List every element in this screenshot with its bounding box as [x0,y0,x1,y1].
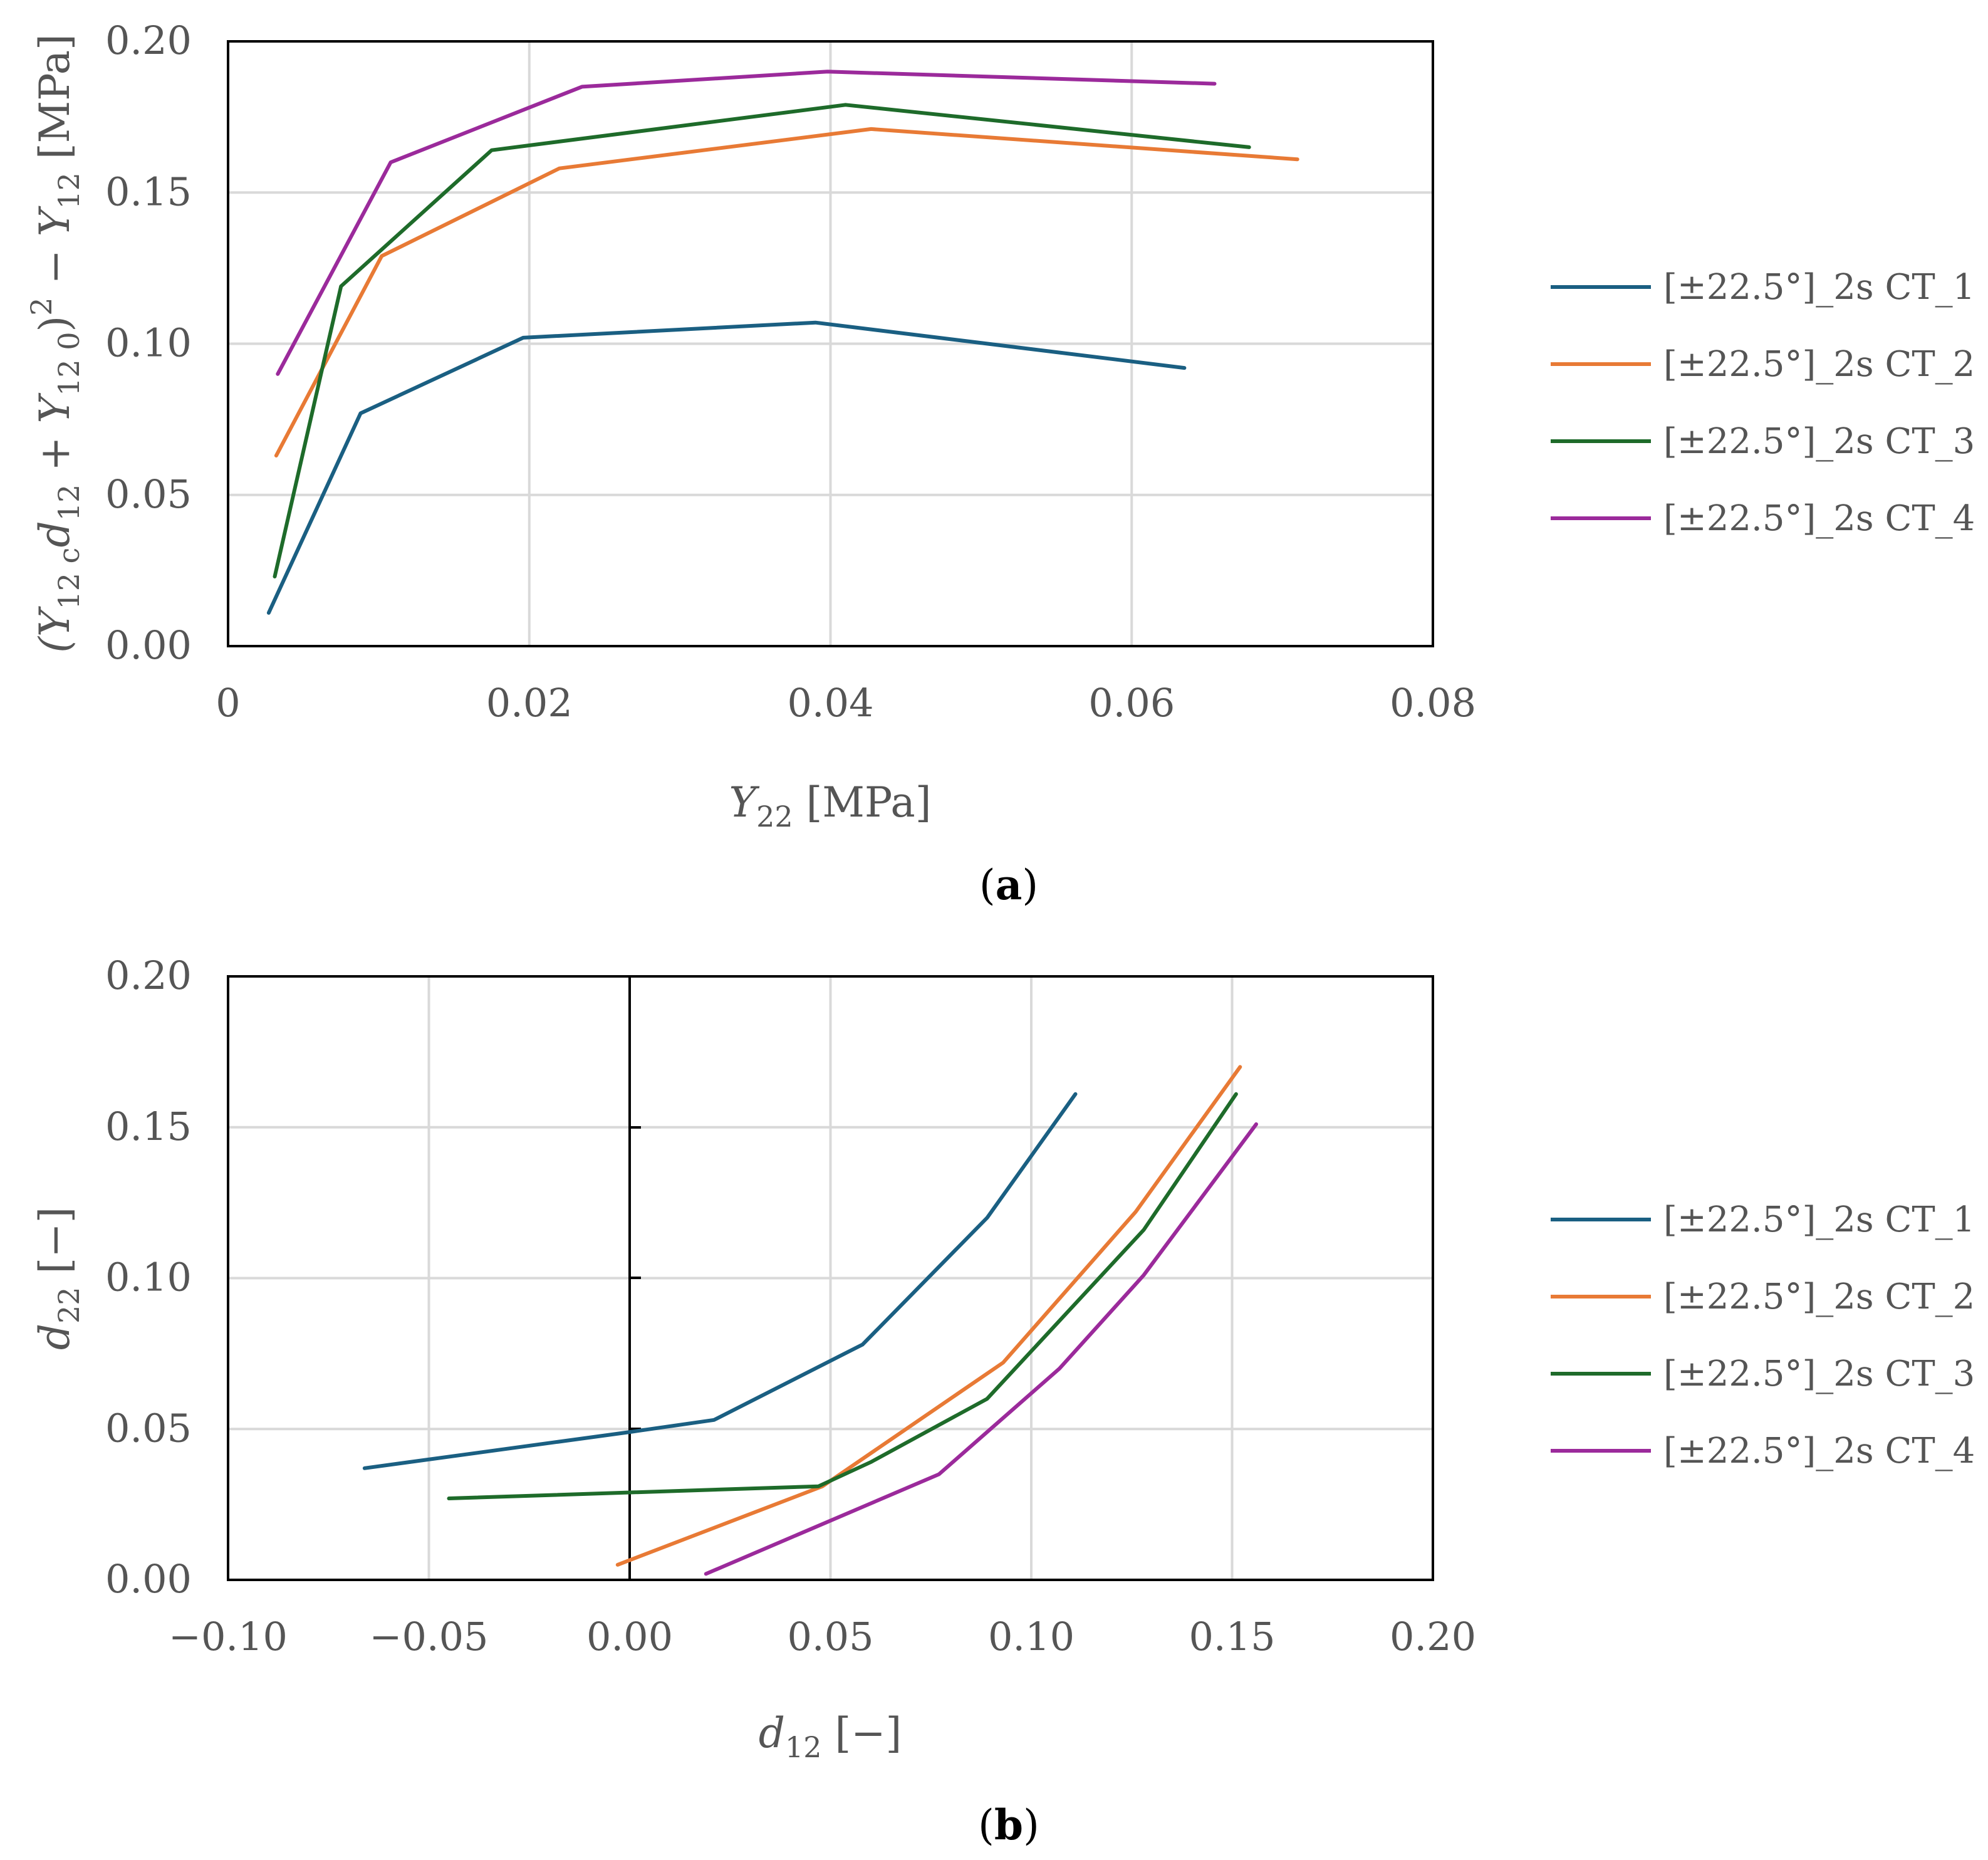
y-tick-label: 0.10 [105,320,192,366]
legend-label: [±22.5°]_2s CT_3 [1663,421,1975,462]
y-tick-label: 0.20 [105,18,192,63]
series-line-ct1 [266,320,1187,615]
x-tick-label: 0.04 [787,680,873,726]
series-line-ct3 [447,1092,1238,1500]
plot-frame-a [227,40,1434,647]
x-axis-title-a: Y22 [MPa] [729,778,932,833]
y-tick-label: 0.15 [105,169,192,214]
panel-label-a: (a) [979,860,1038,909]
series-line-ct1 [362,1092,1078,1470]
series-lines-b [362,1065,1258,1576]
legend-label: [±22.5°]_2s CT_2 [1663,344,1975,385]
legend-label: [±22.5°]_2s CT_1 [1663,267,1975,308]
x-tick-label: 0.10 [988,1614,1075,1659]
grid-lines-b [227,975,1434,1581]
y-tick-label: 0.10 [105,1255,192,1300]
panel-label-b: (b) [978,1800,1039,1849]
y-tick-labels-b: 0.00 0.05 0.10 0.15 0.20 [105,953,192,1602]
x-tick-labels-b: −0.10 −0.05 0.00 0.05 0.10 0.15 0.20 [169,1614,1476,1659]
y-tick-label: 0.05 [105,1405,192,1451]
legend-label: [±22.5°]_2s CT_1 [1663,1199,1975,1240]
panel-b: −0.10 −0.05 0.00 0.05 0.10 0.15 0.20 0.000.050… [31,953,1975,1849]
x-tick-label: 0.20 [1390,1614,1476,1659]
y-tick-label: 0.15 [105,1104,192,1149]
x-tick-label: 0.15 [1189,1614,1275,1659]
panel-a: 0 0.02 0.04 0.06 0.08 0.00 0.05 0.10 0.15 0.20 Y… [24,18,1975,909]
y-tick-labels-a: 0.00 0.05 0.10 0.15 0.20 [105,18,192,668]
series-line-ct2 [615,1065,1242,1567]
y-axis-title-b: d22 [−] [31,1207,86,1351]
y-tick-label: 0.20 [105,953,192,998]
x-tick-label: −0.10 [169,1614,288,1659]
y-tick-label: 0.00 [105,622,192,668]
series-lines-a [266,70,1299,615]
legend-label: [±22.5°]_2s CT_4 [1663,498,1975,539]
y-axis-title-a: (Y12 cd12 + Y12 0)2 − Y12 [MPa] [24,34,86,653]
legend-label: [±22.5°]_2s CT_3 [1663,1354,1975,1394]
plot-frame-b [227,975,1434,1581]
legend-b: [±22.5°]_2s CT_1 [±22.5°]_2s CT_2 [±22.5°]… [1551,1199,1975,1471]
series-line-ct3 [273,103,1251,578]
legend-label: [±22.5°]_2s CT_4 [1663,1431,1975,1471]
x-tick-label: 0.02 [486,680,573,726]
y-tick-label: 0.00 [105,1556,192,1602]
x-tick-label: −0.05 [370,1614,489,1659]
x-tick-label: 0.00 [586,1614,673,1659]
grid-lines-a [227,40,1434,647]
x-tick-label: 0 [216,680,240,726]
series-line-ct2 [274,127,1299,457]
x-axis-title-b: d12 [−] [759,1709,902,1764]
y-tick-label: 0.05 [105,471,192,517]
legend-a: [±22.5°]_2s CT_1 [±22.5°]_2s CT_2 [±22.5°]… [1551,267,1975,539]
series-line-ct4 [704,1122,1258,1576]
x-tick-label: 0.08 [1390,680,1476,726]
x-tick-label: 0.06 [1088,680,1175,726]
x-tick-label: 0.05 [787,1614,873,1659]
legend-label: [±22.5°]_2s CT_2 [1663,1277,1975,1317]
x-tick-labels-a: 0 0.02 0.04 0.06 0.08 [216,680,1476,726]
series-line-ct4 [276,70,1217,376]
